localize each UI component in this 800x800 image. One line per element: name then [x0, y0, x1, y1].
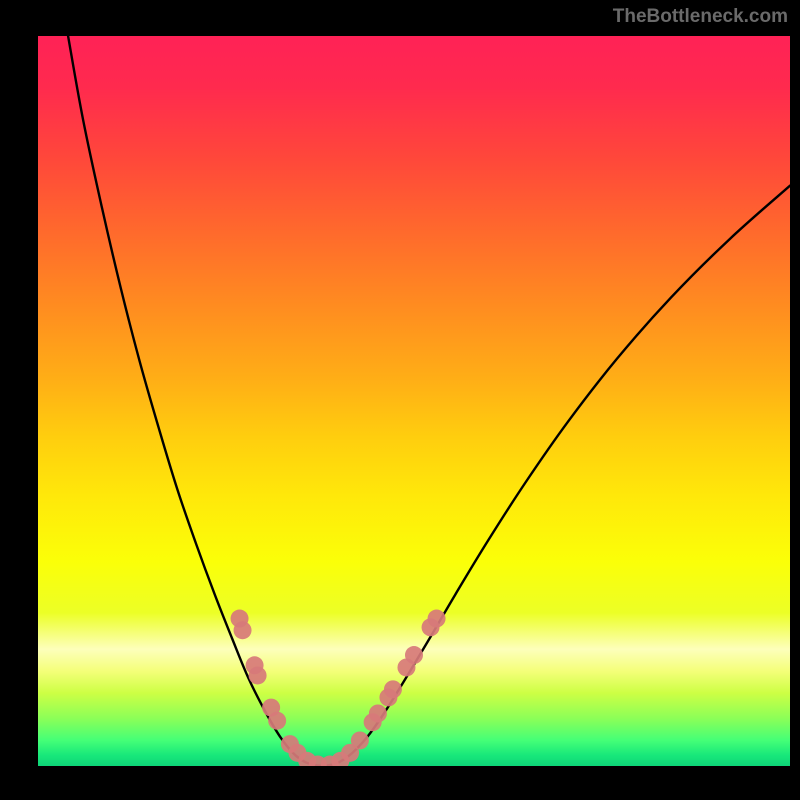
- data-marker: [369, 704, 387, 722]
- data-marker: [351, 731, 369, 749]
- data-marker: [234, 621, 252, 639]
- data-marker: [249, 666, 267, 684]
- data-marker: [405, 646, 423, 664]
- curve-layer: [38, 36, 790, 766]
- bottleneck-curve: [68, 36, 790, 766]
- data-marker: [268, 712, 286, 730]
- watermark-text: TheBottleneck.com: [613, 6, 788, 28]
- data-marker: [384, 680, 402, 698]
- plot-area: [38, 36, 790, 766]
- data-marker: [428, 610, 446, 628]
